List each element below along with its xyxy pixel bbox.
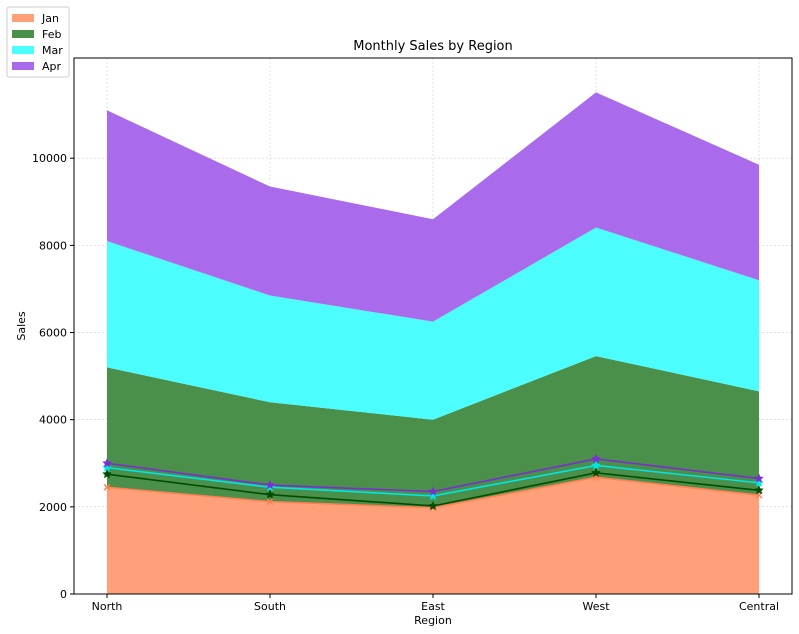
marker-feb [428,500,438,511]
legend-swatch-feb [12,30,34,38]
x-tick-label: West [582,600,610,613]
legend-swatch-jan [12,14,34,22]
marker-mar [754,477,764,488]
x-tick-label: Central [739,600,779,613]
marker-jan [103,483,111,491]
area-mar [107,227,759,420]
marker-apr [102,458,112,468]
line-layer [102,453,764,512]
area-jan [107,477,759,594]
marker-apr [265,479,275,490]
marker-stroke [266,498,274,506]
x-tick-label: South [254,600,286,613]
y-axis-label: Sales [15,311,28,341]
marker-feb [102,469,112,479]
x-tick-label: North [92,600,123,613]
y-tick-label: 4000 [39,414,67,427]
area-apr [107,92,759,322]
y-tick-label: 6000 [39,327,67,340]
marker-feb [754,485,764,495]
x-axis-label: Region [414,614,452,627]
marker-mar [591,460,601,470]
axis-layer: 0 2000 4000 6000 8000 10000 North South East West… [32,152,779,613]
legend: Jan Feb Mar Apr [6,6,70,78]
y-tick-label: 0 [60,588,67,601]
legend-label-mar: Mar [42,44,63,57]
marker-apr [428,486,438,496]
legend-swatch-mar [12,46,34,54]
legend-label-feb: Feb [42,28,61,41]
legend-label-apr: Apr [42,60,62,73]
marker-jan [266,498,274,506]
marker-feb [265,489,275,499]
legend-swatch-apr [12,62,34,70]
marker-mar [428,490,438,501]
marker-feb [591,467,601,478]
marker-apr [591,453,601,464]
y-tick-label: 8000 [39,239,67,252]
y-tick-label: 10000 [32,152,67,165]
chart-title: Monthly Sales by Region [353,39,513,54]
marker-apr [754,473,764,483]
y-tick-label: 2000 [39,501,67,514]
legend-box [6,6,70,78]
x-tick-label: East [421,600,445,613]
marker-stroke [103,483,111,491]
legend-label-jan: Jan [41,12,59,25]
marker-mar [102,462,112,472]
